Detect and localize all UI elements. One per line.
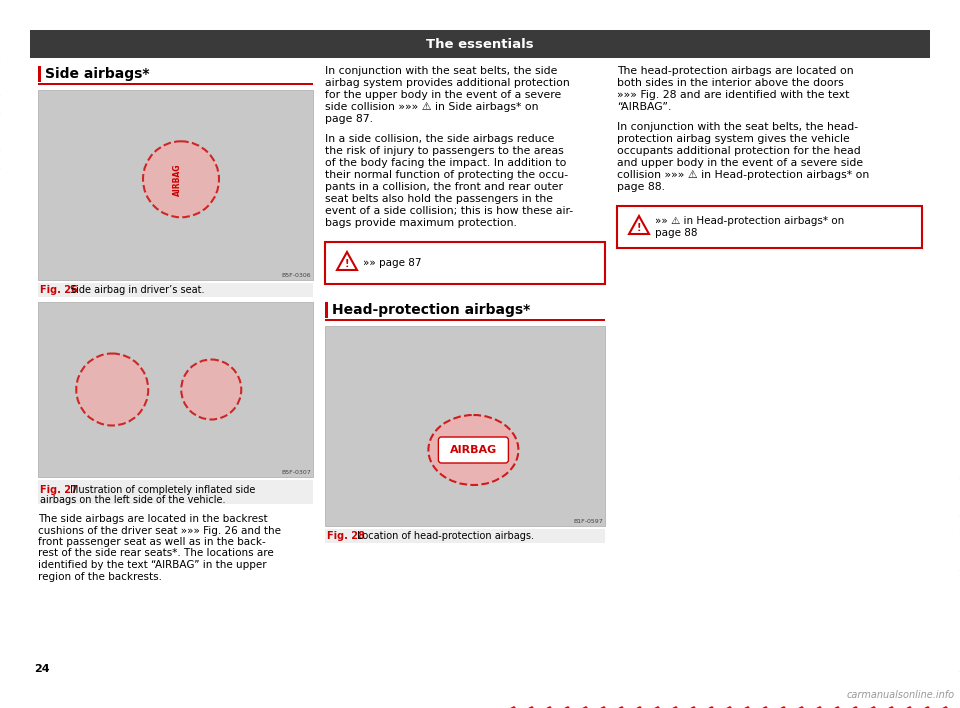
Polygon shape [629,216,649,234]
Bar [38,90,313,280]
Text: In a side collision, the side airbags reduce: In a side collision, the side airbags re… [325,134,554,144]
Text: In conjunction with the seat belts, the head-: In conjunction with the seat belts, the … [617,122,858,132]
Bar [325,319,605,321]
Text: !: ! [636,223,641,233]
Bar [38,480,313,504]
Text: bags provide maximum protection.: bags provide maximum protection. [325,218,516,228]
Text: B1F-0597: B1F-0597 [573,519,603,524]
Text: B5F-0306: B5F-0306 [281,273,311,278]
Circle shape [76,353,148,426]
Bar [38,302,313,477]
Bar [0,678,960,708]
Text: and upper body in the event of a severe side: and upper body in the event of a severe … [617,158,863,168]
Text: AIRBAG: AIRBAG [173,163,181,195]
Text: »»» Fig. 28 and are identified with the text: »»» Fig. 28 and are identified with the … [617,90,850,100]
Bar [38,283,313,297]
Text: protection airbag system gives the vehicle: protection airbag system gives the vehic… [617,134,850,144]
Text: “AIRBAG”.: “AIRBAG”. [617,102,671,112]
Bar [617,206,922,248]
Text: AIRBAG: AIRBAG [450,445,497,455]
Text: airbags on the left side of the vehicle.: airbags on the left side of the vehicle. [40,495,226,505]
FancyBboxPatch shape [439,437,509,463]
Text: for the upper body in the event of a severe: for the upper body in the event of a sev… [325,90,562,100]
Text: page 87.: page 87. [325,114,373,124]
Text: Illustration of completely inflated side: Illustration of completely inflated side [70,485,255,495]
Circle shape [181,360,241,420]
Text: seat belts also hold the passengers in the: seat belts also hold the passengers in t… [325,194,553,204]
Text: their normal function of protecting the occu-: their normal function of protecting the … [325,170,568,180]
Text: »» ⚠ in Head-protection airbags* on: »» ⚠ in Head-protection airbags* on [655,217,844,227]
Bar [325,242,605,284]
Text: both sides in the interior above the doors: both sides in the interior above the doo… [617,78,844,88]
Ellipse shape [428,415,518,485]
Text: Head-protection airbags*: Head-protection airbags* [332,303,530,317]
Bar [0,0,960,30]
Text: The side airbags are located in the backrest: The side airbags are located in the back… [38,514,268,524]
Text: !: ! [345,259,349,269]
Bar [0,0,30,708]
Text: of the body facing the impact. In addition to: of the body facing the impact. In additi… [325,158,566,168]
Text: 24: 24 [34,664,50,674]
Bar [930,0,960,708]
Text: the risk of injury to passengers to the areas: the risk of injury to passengers to the … [325,146,564,156]
Text: front passenger seat as well as in the back-: front passenger seat as well as in the b… [38,537,266,547]
Text: event of a side collision; this is how these air-: event of a side collision; this is how t… [325,206,573,216]
Bar [325,529,605,543]
Bar [38,66,41,82]
Text: cushions of the driver seat »»» Fig. 26 and the: cushions of the driver seat »»» Fig. 26 … [38,525,281,535]
Bar [30,30,930,58]
Text: page 88.: page 88. [617,182,665,192]
Text: Fig. 28: Fig. 28 [327,531,365,541]
Polygon shape [337,252,357,270]
Text: airbag system provides additional protection: airbag system provides additional protec… [325,78,569,88]
Bar [38,83,313,84]
Text: occupants additional protection for the head: occupants additional protection for the … [617,146,861,156]
Text: The essentials: The essentials [426,38,534,50]
Text: Side airbag in driver’s seat.: Side airbag in driver’s seat. [70,285,204,295]
Text: »» page 87: »» page 87 [363,258,421,268]
Bar [325,302,328,318]
Text: collision »»» ⚠ in Head-protection airbags* on: collision »»» ⚠ in Head-protection airba… [617,170,869,180]
Text: In conjunction with the seat belts, the side: In conjunction with the seat belts, the … [325,66,558,76]
Text: page 88: page 88 [655,227,698,237]
Text: identified by the text “AIRBAG” in the upper: identified by the text “AIRBAG” in the u… [38,560,267,570]
Circle shape [143,142,219,217]
Text: rest of the side rear seats*. The locations are: rest of the side rear seats*. The locati… [38,549,274,559]
Text: region of the backrests.: region of the backrests. [38,571,162,581]
Text: Fig. 26: Fig. 26 [40,285,78,295]
Text: The head-protection airbags are located on: The head-protection airbags are located … [617,66,853,76]
Bar [325,326,605,526]
Text: Fig. 27: Fig. 27 [40,485,78,495]
Text: Location of head-protection airbags.: Location of head-protection airbags. [357,531,534,541]
Text: Side airbags*: Side airbags* [45,67,150,81]
Text: pants in a collision, the front and rear outer: pants in a collision, the front and rear… [325,182,563,192]
Text: B5F-0307: B5F-0307 [281,470,311,475]
Text: side collision »»» ⚠ in Side airbags* on: side collision »»» ⚠ in Side airbags* on [325,102,539,112]
Text: carmanualsonline.info: carmanualsonline.info [847,690,955,700]
